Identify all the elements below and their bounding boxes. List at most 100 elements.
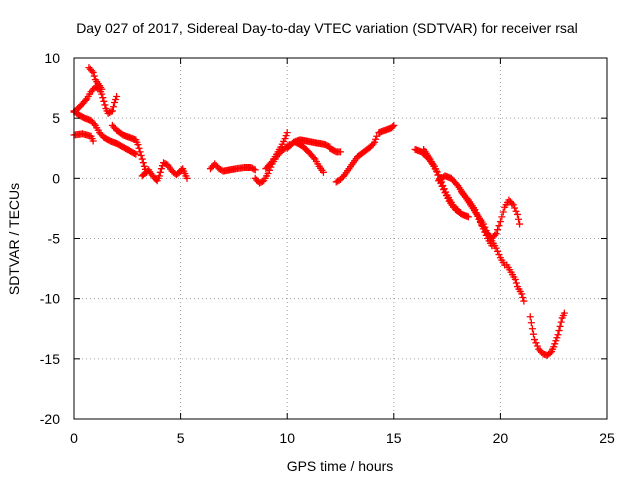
- data-point: [434, 171, 442, 179]
- data-point: [555, 327, 563, 335]
- data-point: [516, 220, 524, 228]
- data-point: [495, 222, 503, 230]
- data-point: [520, 297, 528, 305]
- data-point: [452, 205, 460, 213]
- data-point: [319, 168, 327, 176]
- data-point: [109, 103, 117, 111]
- data-point: [512, 207, 520, 215]
- data-point: [267, 159, 275, 167]
- data-point: [533, 342, 541, 350]
- data-point: [131, 150, 139, 158]
- data-point: [494, 247, 502, 255]
- data-point: [371, 138, 379, 146]
- data-point: [281, 135, 289, 143]
- x-axis: 0 5 10 15 20 25: [70, 58, 615, 446]
- data-point: [140, 162, 148, 170]
- data-point: [474, 212, 482, 220]
- data-point: [454, 206, 462, 214]
- data-point: [100, 97, 108, 105]
- chart-title: Day 027 of 2017, Sidereal Day-to-day VTE…: [76, 20, 578, 36]
- data-point: [557, 318, 565, 326]
- y-tick-label: 0: [52, 170, 60, 186]
- data-point: [136, 148, 144, 156]
- data-point: [432, 167, 440, 175]
- data-point: [282, 132, 290, 140]
- data-point: [251, 166, 259, 174]
- data-point: [519, 293, 527, 301]
- data-point: [264, 170, 272, 178]
- x-tick-label: 25: [599, 430, 615, 446]
- data-point: [488, 242, 496, 250]
- data-point: [111, 99, 119, 107]
- data-point: [496, 218, 504, 226]
- data-points: [70, 64, 568, 359]
- data-point: [512, 279, 520, 287]
- data-point: [155, 172, 163, 180]
- plot-frame: [73, 57, 608, 420]
- data-point: [471, 206, 479, 214]
- data-point: [137, 151, 145, 159]
- x-axis-label: GPS time / hours: [287, 458, 394, 474]
- data-point: [494, 226, 502, 234]
- data-point: [551, 340, 559, 348]
- y-tick-label: 10: [44, 50, 60, 66]
- data-point: [99, 94, 107, 102]
- data-point: [389, 123, 397, 131]
- y-axis-label: SDTVAR / TECUs: [6, 183, 22, 295]
- data-point: [157, 165, 165, 173]
- data-point: [491, 231, 499, 239]
- data-point: [495, 251, 503, 259]
- y-tick-label: 5: [52, 110, 60, 126]
- y-tick-label: -5: [48, 231, 61, 247]
- data-point: [90, 72, 98, 80]
- data-point: [527, 319, 535, 327]
- data-point: [550, 343, 558, 351]
- y-axis: -20 -15 -10 -5 0 5 10: [40, 50, 607, 427]
- data-point: [438, 182, 446, 190]
- data-point: [515, 215, 523, 223]
- data-point: [139, 159, 147, 167]
- data-point: [134, 141, 142, 149]
- x-tick-label: 10: [279, 430, 295, 446]
- data-point: [337, 148, 344, 156]
- data-point: [283, 129, 291, 137]
- grid-lines: [74, 58, 607, 419]
- data-point: [532, 339, 540, 347]
- data-point: [90, 120, 98, 128]
- data-point: [499, 208, 507, 216]
- data-point: [464, 213, 472, 221]
- data-point: [560, 309, 568, 317]
- y-tick-label: -20: [40, 411, 60, 427]
- x-tick-label: 15: [386, 430, 402, 446]
- data-point: [369, 140, 377, 148]
- data-point: [108, 107, 116, 115]
- data-point: [183, 174, 191, 182]
- y-tick-label: -15: [40, 351, 60, 367]
- data-point: [132, 150, 140, 158]
- data-point: [511, 204, 519, 212]
- data-point: [526, 313, 534, 321]
- data-point: [508, 199, 516, 207]
- data-point: [492, 230, 500, 238]
- data-point: [390, 121, 398, 129]
- data-point: [552, 337, 560, 345]
- data-point: [556, 322, 564, 330]
- data-point: [472, 209, 480, 217]
- data-point: [89, 68, 97, 76]
- data-point: [373, 132, 381, 140]
- y-tick-label: -10: [40, 291, 60, 307]
- data-point: [339, 172, 347, 180]
- data-point: [513, 210, 521, 218]
- data-point: [250, 165, 258, 173]
- data-point: [372, 135, 380, 143]
- data-point: [112, 96, 120, 104]
- data-point: [310, 154, 318, 162]
- data-point: [554, 331, 562, 339]
- data-point: [138, 155, 146, 163]
- data-point: [553, 334, 561, 342]
- data-point: [528, 325, 536, 333]
- data-point: [156, 168, 164, 176]
- data-point: [509, 201, 517, 209]
- data-point: [546, 349, 554, 357]
